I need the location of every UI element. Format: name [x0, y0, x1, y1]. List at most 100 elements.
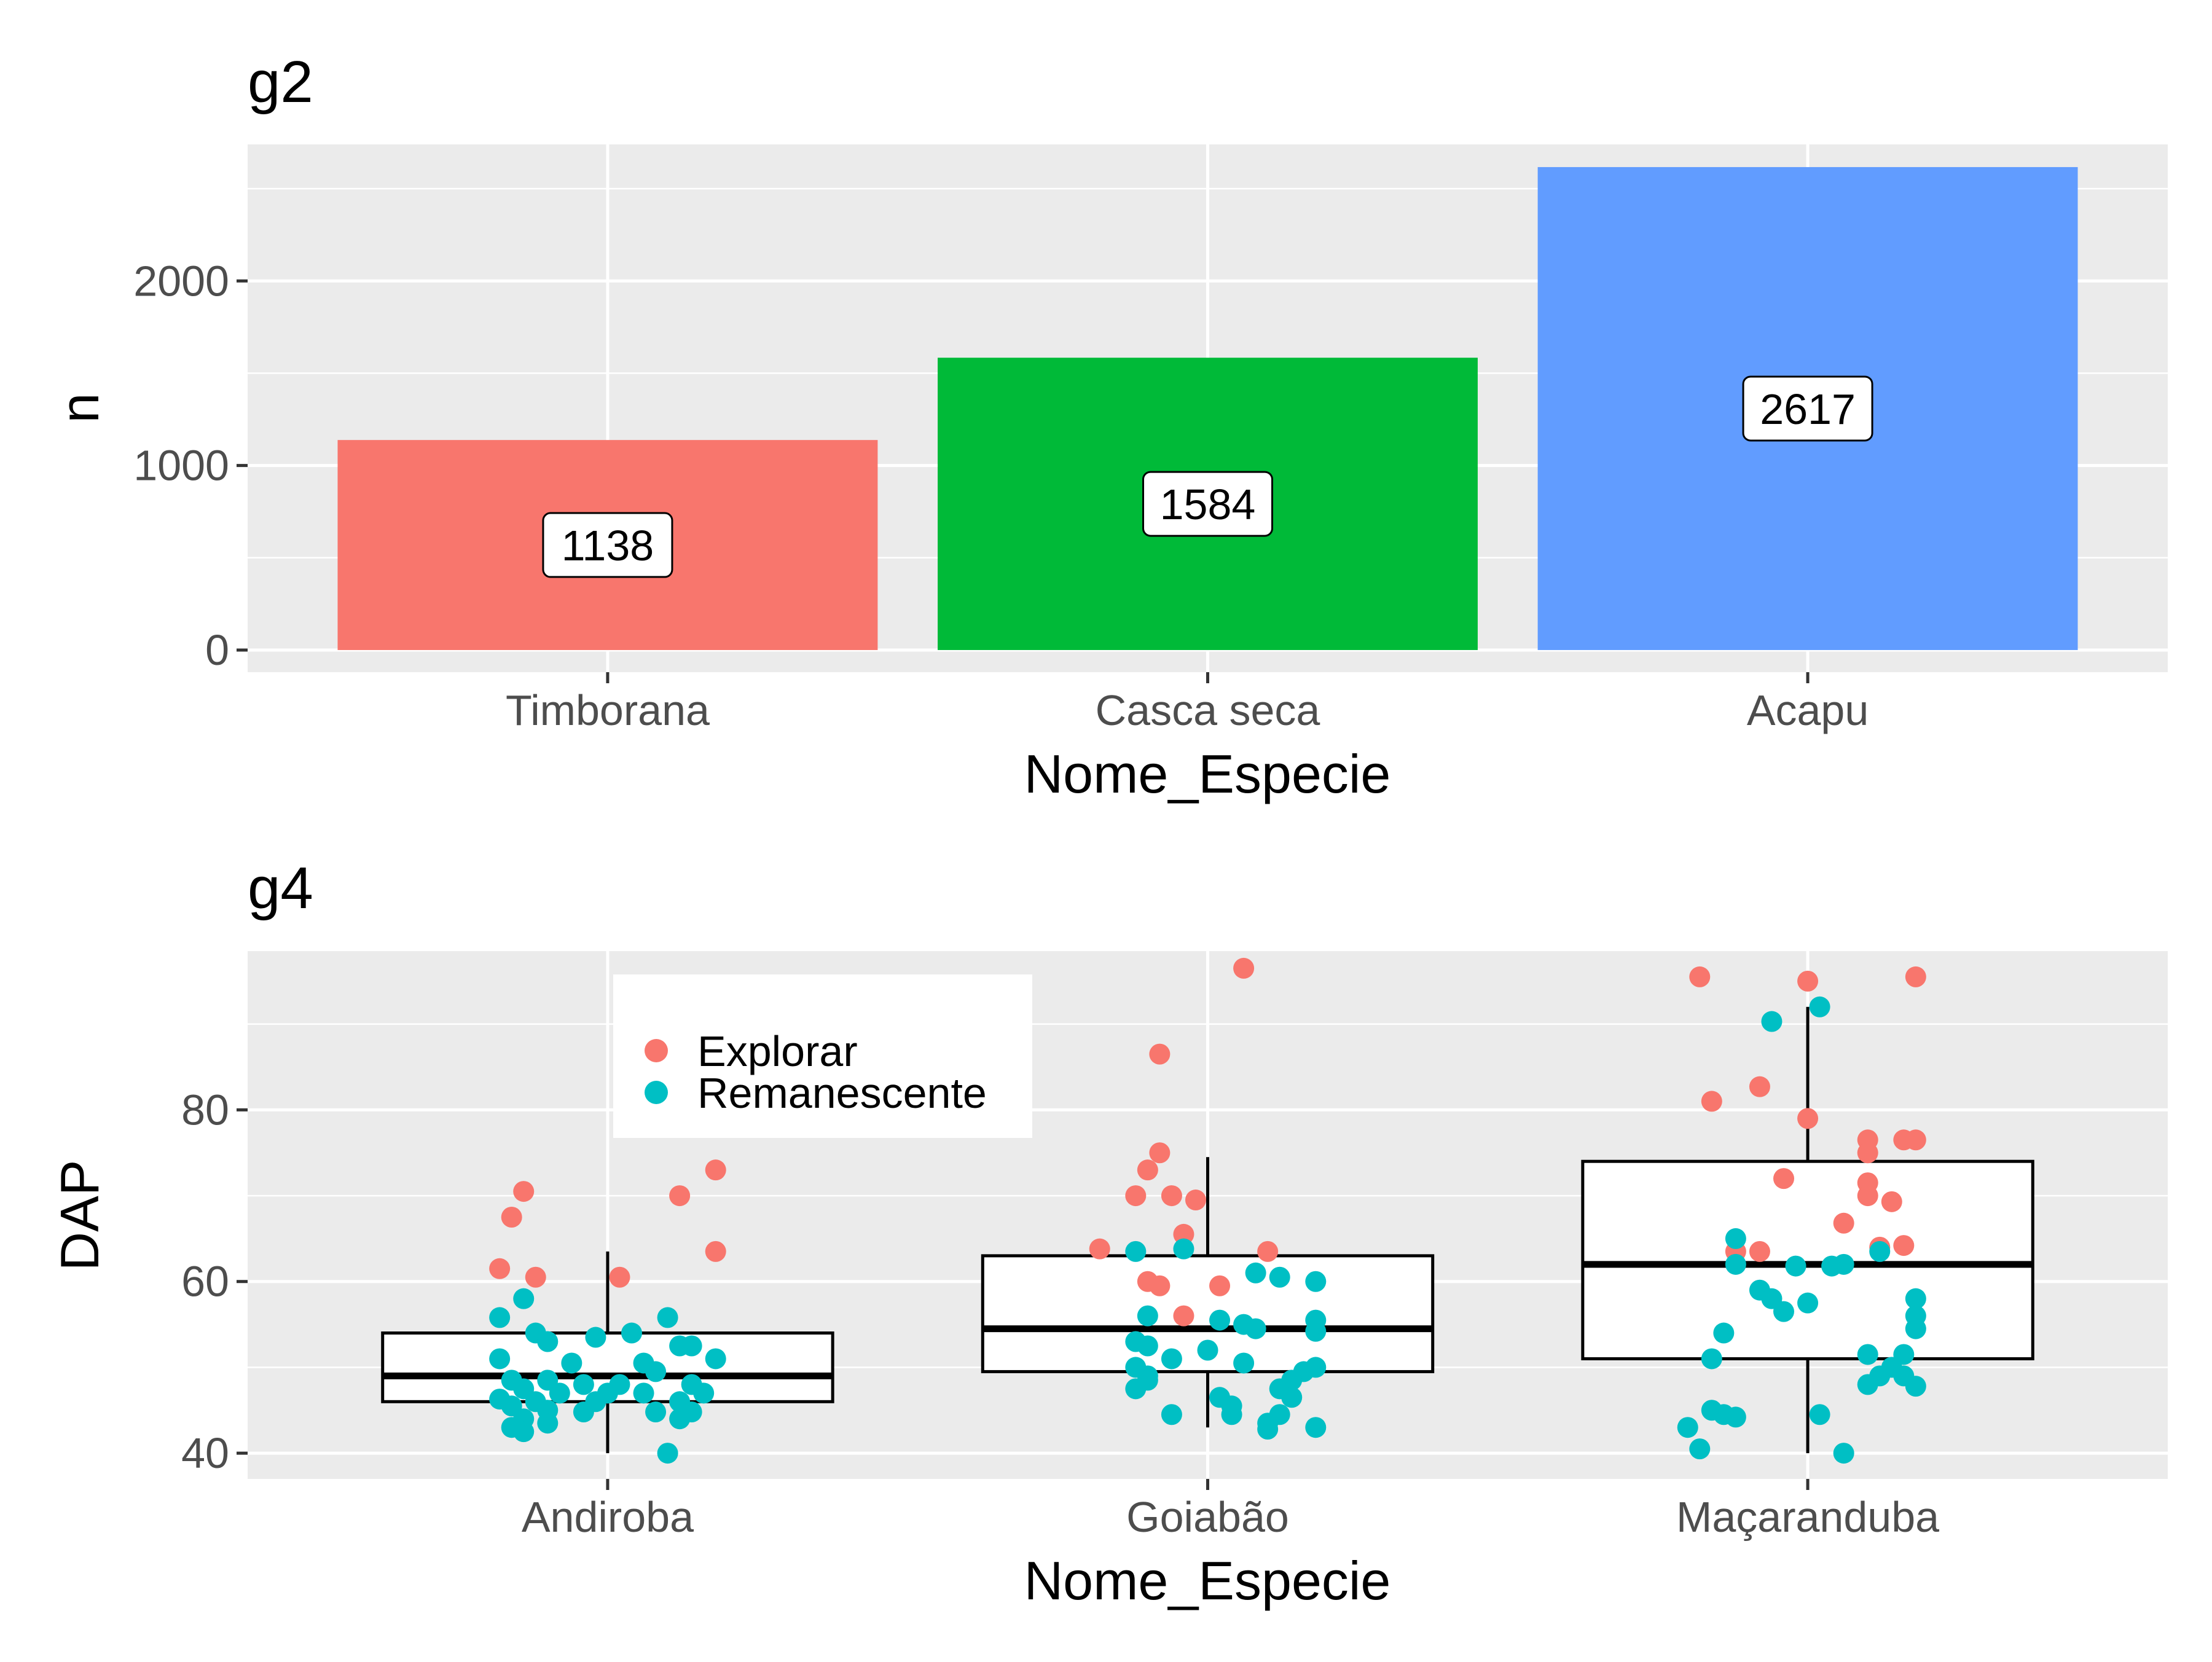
point-explorar [609, 1266, 630, 1288]
point-remanescente [645, 1361, 667, 1382]
legend-label-explorar: Explorar [697, 1027, 858, 1075]
point-explorar [1161, 1185, 1182, 1207]
point-remanescente [1797, 1292, 1819, 1314]
point-remanescente [1233, 1352, 1255, 1374]
point-remanescente [1305, 1320, 1327, 1342]
bar-chart-panel: g2 1138 1584 2617 0 1000 2000 Timborana Casca… [49, 49, 2168, 804]
bar-chart-title: g2 [248, 49, 313, 115]
point-remanescente [585, 1327, 606, 1348]
y-tick-label: 60 [181, 1258, 229, 1306]
point-remanescente [657, 1443, 678, 1464]
box-macaranduba [1581, 1159, 2034, 1360]
point-explorar [1257, 1241, 1279, 1262]
point-remanescente [621, 1322, 642, 1344]
bar-x-axis: Timborana Casca seca Acapu [506, 672, 1869, 734]
point-remanescente [513, 1288, 535, 1309]
bars [337, 167, 2078, 650]
point-remanescente [633, 1382, 654, 1404]
point-remanescente [1833, 1443, 1854, 1464]
point-remanescente [1221, 1404, 1242, 1425]
point-remanescente [1269, 1266, 1290, 1288]
point-remanescente [1905, 1318, 1926, 1339]
point-remanescente [1809, 1404, 1830, 1425]
point-explorar [489, 1258, 511, 1279]
legend-key-remanescente [645, 1081, 668, 1104]
point-remanescente [489, 1348, 511, 1370]
point-remanescente [1785, 1255, 1806, 1277]
point-remanescente [1245, 1318, 1266, 1339]
point-explorar [1137, 1159, 1158, 1181]
point-explorar [1857, 1185, 1878, 1207]
point-remanescente [549, 1382, 570, 1404]
point-remanescente [1125, 1378, 1147, 1400]
point-explorar [1749, 1076, 1770, 1097]
point-remanescente [1725, 1253, 1746, 1275]
point-explorar [1833, 1212, 1854, 1234]
point-remanescente [693, 1382, 715, 1404]
point-explorar [1233, 957, 1255, 979]
legend-background [613, 974, 1032, 1138]
box-x-axis-title: Nome_Especie [1024, 1550, 1391, 1611]
x-tick-label: Goiabão [1126, 1493, 1289, 1541]
point-remanescente [1173, 1238, 1194, 1260]
point-explorar [1881, 1191, 1902, 1212]
x-tick-label: Casca seca [1096, 686, 1320, 734]
point-remanescente [1125, 1241, 1147, 1262]
box-y-axis: 40 60 80 [181, 1086, 248, 1477]
point-explorar [1905, 966, 1926, 987]
point-remanescente [645, 1401, 667, 1423]
point-explorar [1857, 1142, 1878, 1164]
box-y-axis-title: DAP [49, 1160, 110, 1271]
point-remanescente [681, 1335, 702, 1357]
point-remanescente [1809, 996, 1830, 1017]
point-explorar [1749, 1241, 1770, 1262]
point-remanescente [537, 1331, 559, 1352]
point-remanescente [1713, 1322, 1735, 1344]
data-label-text: 2617 [1760, 385, 1856, 433]
point-explorar [1773, 1168, 1794, 1190]
point-remanescente [489, 1307, 511, 1328]
point-explorar [1905, 1129, 1926, 1151]
data-label-text: 1138 [562, 522, 654, 570]
y-tick-label: 80 [181, 1086, 229, 1134]
point-remanescente [1305, 1417, 1327, 1438]
point-explorar [525, 1266, 546, 1288]
y-tick-label: 2000 [133, 257, 229, 305]
point-remanescente [1209, 1309, 1231, 1331]
point-remanescente [1281, 1387, 1303, 1408]
data-label-box [1742, 375, 1873, 442]
point-explorar [1701, 1091, 1722, 1112]
point-explorar [669, 1185, 691, 1207]
point-remanescente [1689, 1438, 1711, 1460]
box-plot-title: g4 [248, 855, 313, 921]
point-remanescente [1137, 1305, 1158, 1327]
point-explorar [1209, 1275, 1231, 1296]
point-remanescente [1761, 1011, 1783, 1032]
data-label-box [1142, 471, 1273, 537]
y-tick-label: 0 [205, 626, 229, 674]
point-explorar [1149, 1043, 1171, 1065]
point-remanescente [1677, 1417, 1698, 1438]
point-explorar [1797, 1108, 1819, 1129]
point-remanescente [537, 1413, 559, 1434]
bar-y-axis: 0 1000 2000 [133, 257, 248, 674]
point-explorar [705, 1241, 726, 1262]
x-tick-label: Acapu [1747, 686, 1869, 734]
point-explorar [513, 1181, 535, 1202]
point-explorar [1185, 1190, 1206, 1211]
y-tick-label: 40 [181, 1429, 229, 1477]
point-remanescente [561, 1352, 582, 1374]
point-explorar [1149, 1142, 1171, 1164]
point-remanescente [1725, 1406, 1746, 1428]
point-explorar [1173, 1305, 1194, 1327]
box-x-axis: Andiroba Goiabão Maçaranduba [522, 1479, 1939, 1541]
point-remanescente [1161, 1404, 1182, 1425]
point-explorar [1149, 1275, 1171, 1296]
legend-key-explorar [645, 1039, 668, 1062]
point-explorar [1689, 966, 1711, 987]
point-remanescente [669, 1408, 691, 1430]
